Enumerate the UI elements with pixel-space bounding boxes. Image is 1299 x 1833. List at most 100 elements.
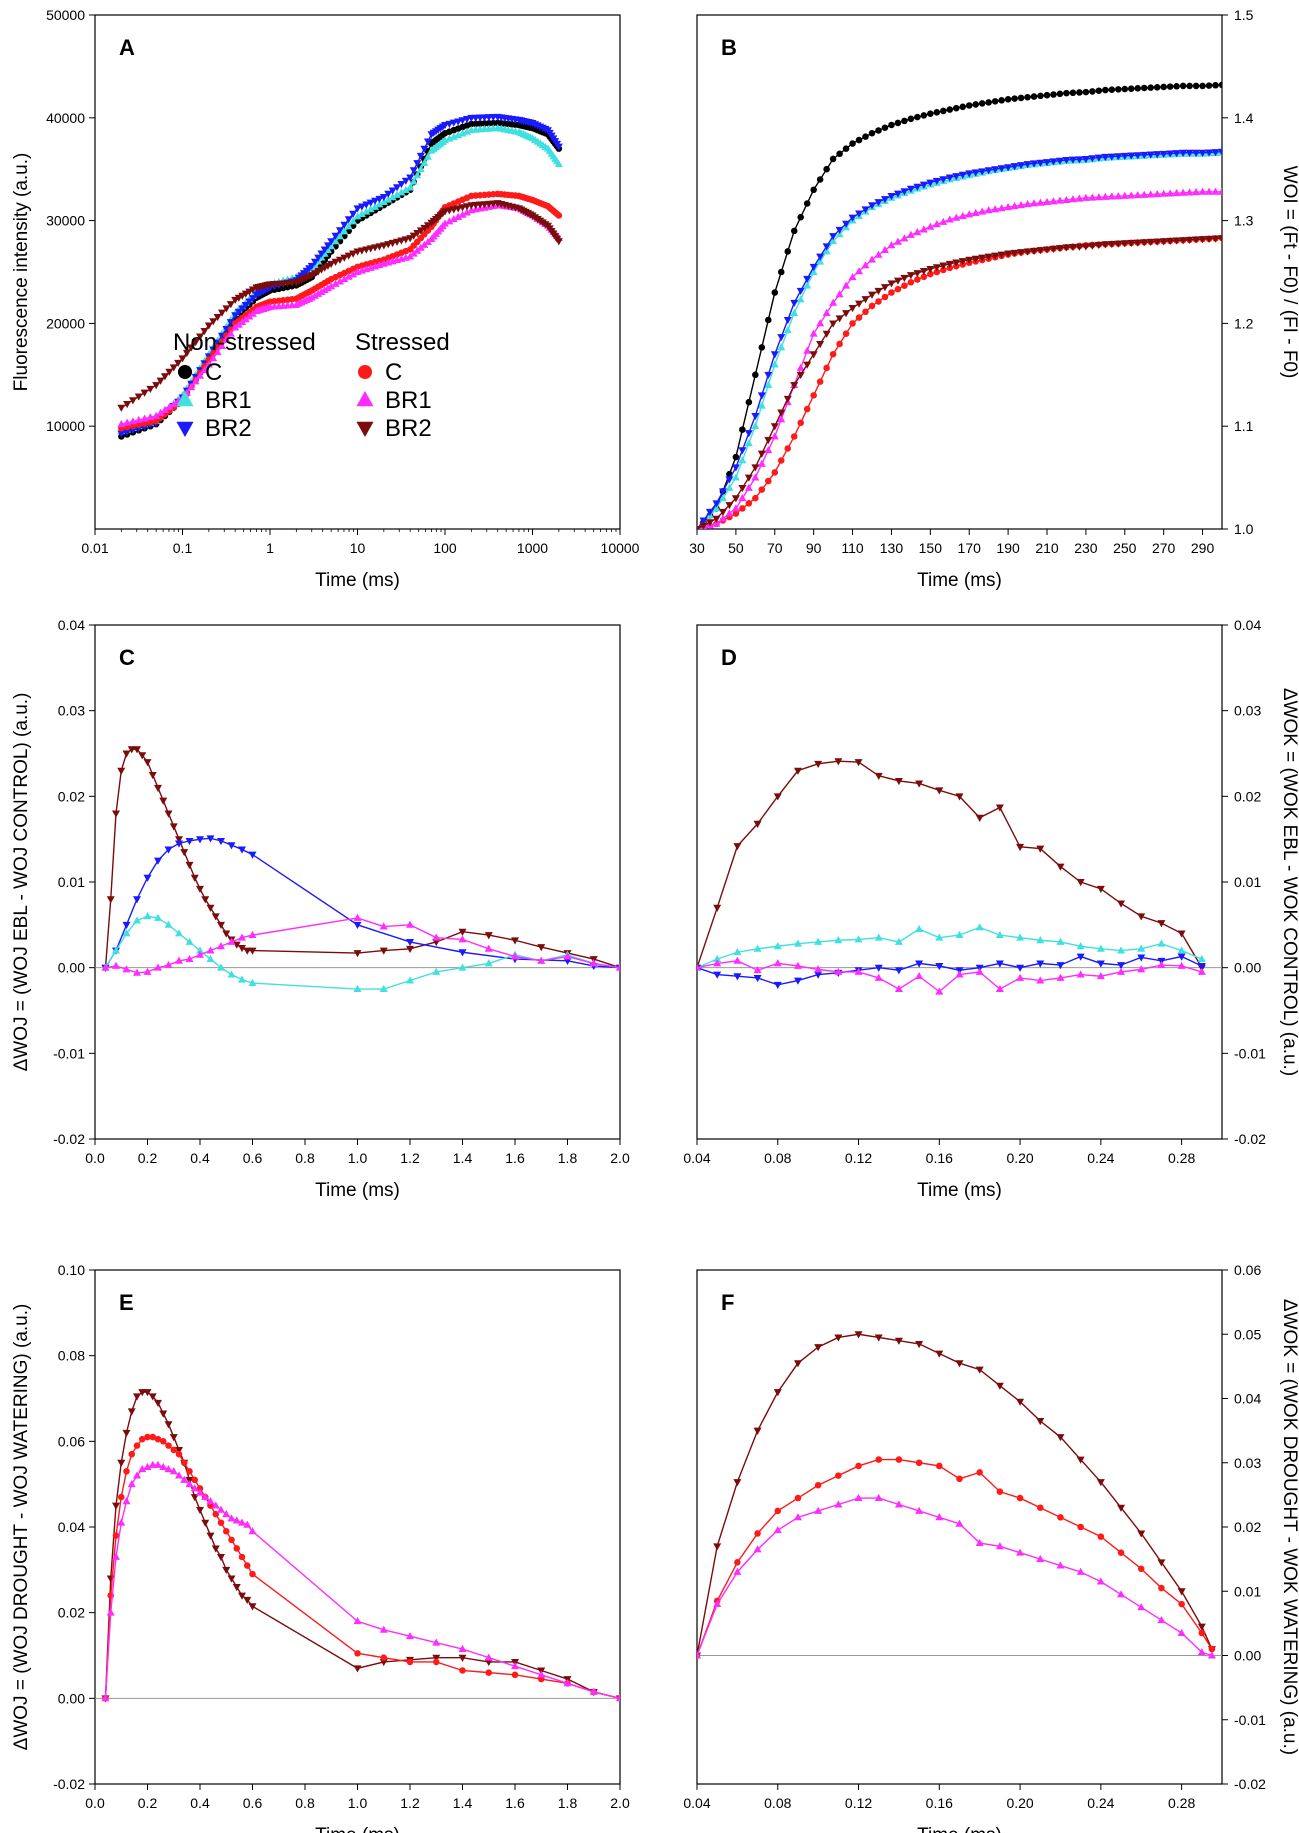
data-point bbox=[829, 236, 838, 245]
data-point bbox=[952, 213, 961, 221]
data-point bbox=[1158, 1584, 1165, 1592]
data-point bbox=[894, 967, 903, 975]
x-tick-label: 0.04 bbox=[683, 1795, 710, 1811]
data-point bbox=[327, 238, 336, 246]
data-point bbox=[712, 515, 721, 523]
data-point bbox=[248, 947, 257, 955]
x-tick-label: 190 bbox=[996, 540, 1020, 556]
y-tick-label: 50000 bbox=[46, 7, 85, 23]
data-point bbox=[340, 274, 349, 283]
data-point bbox=[915, 960, 924, 968]
data-point bbox=[920, 273, 928, 281]
data-point bbox=[169, 1434, 178, 1442]
data-point bbox=[907, 279, 915, 286]
data-point bbox=[697, 1651, 701, 1659]
data-point bbox=[713, 1599, 722, 1608]
data-point bbox=[241, 315, 250, 323]
data-point bbox=[1153, 84, 1161, 91]
x-tick-label: 0.4 bbox=[190, 1150, 210, 1166]
data-point bbox=[751, 412, 760, 421]
data-point bbox=[353, 950, 362, 958]
legend-label: C bbox=[385, 359, 402, 386]
data-point bbox=[1004, 250, 1013, 258]
data-point bbox=[320, 246, 329, 254]
data-point bbox=[915, 1340, 924, 1349]
data-point bbox=[1120, 152, 1129, 161]
data-point bbox=[790, 382, 799, 390]
series-line bbox=[697, 1458, 1213, 1656]
x-tick-label: 0.2 bbox=[138, 1150, 158, 1166]
data-point bbox=[1179, 82, 1187, 90]
data-point bbox=[388, 187, 397, 195]
x-tick-label: 10000 bbox=[601, 540, 640, 556]
data-point bbox=[1117, 946, 1126, 954]
data-point bbox=[406, 1658, 414, 1666]
data-point bbox=[1199, 82, 1206, 90]
data-point bbox=[874, 964, 883, 972]
data-point bbox=[764, 380, 773, 389]
data-point bbox=[511, 937, 519, 945]
data-point bbox=[875, 1456, 883, 1463]
data-point bbox=[317, 287, 326, 295]
data-point bbox=[127, 746, 136, 754]
data-point bbox=[143, 1462, 152, 1470]
data-point bbox=[133, 1442, 141, 1449]
data-point bbox=[1094, 241, 1103, 250]
data-point bbox=[773, 793, 782, 801]
data-point bbox=[379, 947, 388, 955]
data-point bbox=[705, 508, 714, 517]
data-point bbox=[1153, 190, 1162, 198]
legend-group-title: Non-stressed bbox=[173, 329, 316, 356]
data-point bbox=[112, 1502, 120, 1510]
data-point bbox=[975, 814, 984, 822]
data-point bbox=[940, 107, 947, 115]
x-tick-label: 170 bbox=[958, 540, 982, 556]
data-point bbox=[1198, 149, 1207, 157]
data-point bbox=[353, 984, 362, 993]
data-point bbox=[222, 1528, 230, 1535]
data-point bbox=[1166, 189, 1175, 197]
y-tick-label: 0.02 bbox=[1234, 788, 1261, 804]
data-point bbox=[1153, 238, 1162, 246]
data-point bbox=[238, 317, 247, 325]
data-point bbox=[1036, 198, 1045, 206]
data-point bbox=[796, 287, 805, 296]
data-point bbox=[1137, 954, 1146, 962]
data-point bbox=[327, 242, 336, 250]
data-point bbox=[1205, 187, 1214, 195]
data-point bbox=[874, 287, 883, 296]
data-point bbox=[836, 150, 843, 158]
data-point bbox=[148, 1460, 157, 1468]
data-point bbox=[185, 837, 194, 846]
data-point bbox=[1212, 81, 1219, 89]
data-point bbox=[1146, 190, 1155, 198]
data-point bbox=[1157, 1559, 1166, 1567]
data-point bbox=[1056, 937, 1065, 945]
data-point bbox=[180, 849, 189, 857]
data-point bbox=[1211, 235, 1220, 243]
data-point bbox=[874, 250, 883, 258]
data-point bbox=[764, 436, 773, 445]
data-point bbox=[731, 495, 740, 503]
x-tick-label: 1.4 bbox=[453, 1150, 473, 1166]
data-point bbox=[213, 313, 222, 322]
data-point bbox=[745, 398, 753, 406]
data-point bbox=[335, 256, 344, 264]
data-point bbox=[133, 916, 141, 924]
data-point bbox=[112, 810, 120, 818]
data-point bbox=[1166, 83, 1174, 90]
data-point bbox=[1160, 83, 1167, 91]
data-point bbox=[835, 1472, 842, 1479]
data-point bbox=[816, 257, 825, 265]
data-point bbox=[238, 1518, 246, 1526]
data-point bbox=[191, 377, 200, 385]
data-point bbox=[127, 1408, 136, 1416]
data-point bbox=[855, 300, 864, 308]
data-point bbox=[935, 963, 944, 971]
x-axis-label: Time (ms) bbox=[315, 570, 400, 591]
data-point bbox=[222, 1566, 231, 1575]
data-point bbox=[143, 874, 152, 882]
data-point bbox=[1068, 244, 1077, 252]
data-point bbox=[971, 255, 980, 263]
